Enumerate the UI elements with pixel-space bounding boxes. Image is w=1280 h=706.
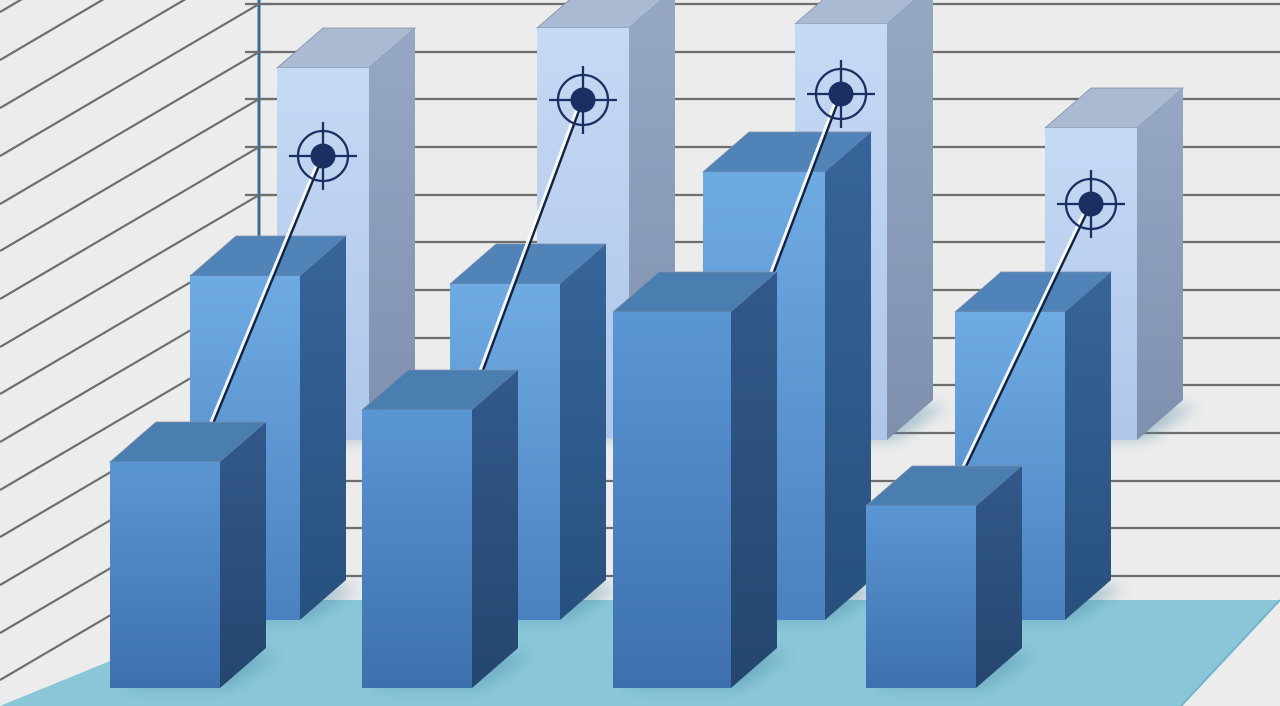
gridline-diagonal-2 <box>0 51 259 205</box>
baseline-bar-3[interactable] <box>611 271 779 688</box>
baseline-bar-4[interactable] <box>864 465 1024 688</box>
gridline-diagonal-3 <box>0 98 259 252</box>
bar-side-face <box>1137 88 1183 440</box>
gridline-diagonal-1 <box>0 3 259 157</box>
target-core-icon <box>828 81 854 107</box>
bar-side-face <box>1065 272 1111 620</box>
bar-side-face <box>825 132 871 620</box>
bar-side-face <box>731 272 777 688</box>
bar-front-face <box>362 410 472 688</box>
target-marker-1[interactable] <box>289 122 357 190</box>
target-markers-group <box>289 60 1125 238</box>
series-baseline-bars <box>108 271 1036 688</box>
bar-front-face <box>866 506 976 688</box>
floor-right-edge <box>1180 599 1280 706</box>
target-core-icon <box>1078 191 1104 217</box>
bar-side-face <box>220 422 266 688</box>
bar-side-face <box>472 370 518 688</box>
bar-side-face <box>300 236 346 620</box>
bar-side-face <box>976 466 1022 688</box>
baseline-bar-1[interactable] <box>108 421 268 688</box>
gridline-diagonal-4 <box>0 146 259 300</box>
bar-front-face <box>110 462 220 688</box>
bar-side-face <box>887 0 933 440</box>
target-marker-3[interactable] <box>807 60 875 128</box>
target-marker-2[interactable] <box>549 66 617 134</box>
gridline-diagonal-5 <box>0 194 259 348</box>
target-core-icon <box>310 143 336 169</box>
baseline-bar-2[interactable] <box>360 369 520 688</box>
target-core-icon <box>570 87 596 113</box>
bar-side-face <box>369 28 415 440</box>
bar-side-face <box>560 244 606 620</box>
target-marker-4[interactable] <box>1057 170 1125 238</box>
bar-front-face <box>613 312 731 688</box>
gridline-diagonal-extra-1 <box>0 0 259 109</box>
gridline-diagonal-extra-2 <box>0 0 259 61</box>
